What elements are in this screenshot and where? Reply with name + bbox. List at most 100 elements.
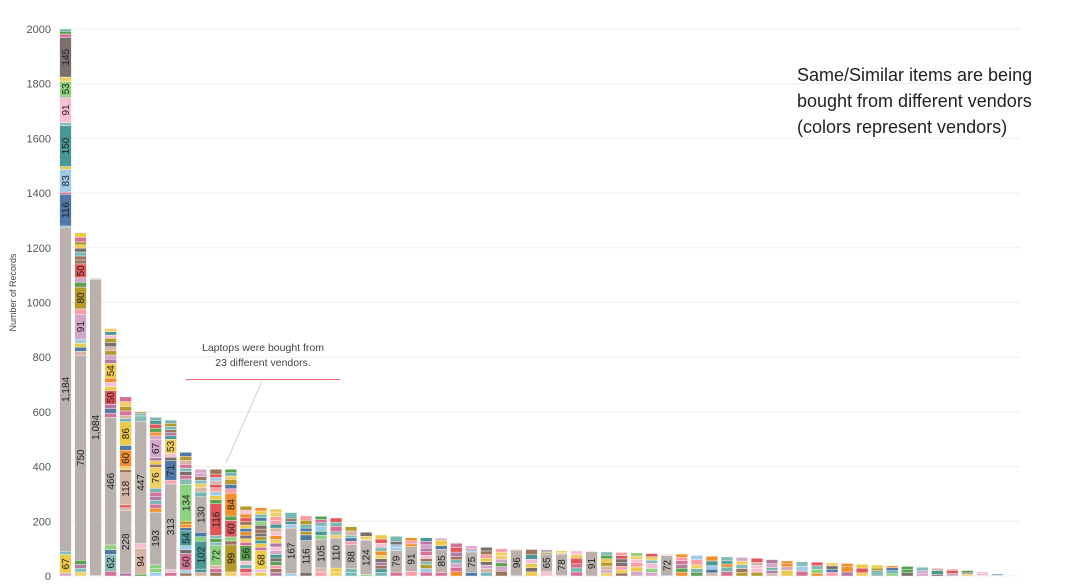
bar-segment — [164, 572, 177, 577]
bar-segment — [916, 570, 929, 574]
bar-segment — [420, 568, 433, 573]
bar-segment — [74, 571, 87, 577]
bar-50 — [795, 561, 809, 577]
bar-29 — [480, 547, 493, 577]
segment-value-label: 68 — [256, 554, 267, 566]
bar-segment — [795, 566, 809, 572]
bar-51 — [811, 562, 824, 577]
segment-value-label: 80 — [76, 292, 87, 304]
bar-segment — [104, 377, 117, 383]
bar-segment — [239, 528, 252, 533]
bar-segment — [420, 555, 433, 559]
bar-38 — [615, 552, 628, 577]
bar-18: 105 — [314, 516, 328, 577]
segment-value-label: 105 — [317, 545, 328, 562]
bar-segment — [239, 509, 252, 515]
bar-segment — [179, 545, 192, 550]
bar-segment — [74, 308, 87, 315]
bar-segment — [209, 469, 222, 475]
bar-segment — [254, 507, 267, 512]
bar-segment — [194, 568, 207, 573]
bar-segment — [420, 541, 433, 545]
bar-segment — [164, 480, 177, 485]
bar-segment — [104, 382, 117, 387]
bar-segment — [269, 508, 283, 513]
bar-segment — [59, 31, 72, 35]
segment-value-label: 79 — [392, 555, 403, 567]
bar-segment — [149, 503, 162, 509]
bar-segment — [811, 569, 824, 574]
bar-segment — [119, 401, 132, 407]
bar-segment — [59, 122, 72, 126]
bar-64 — [1006, 574, 1019, 577]
bar-segment — [360, 536, 373, 540]
bar-segment — [74, 251, 87, 257]
annotation-line-1: Laptops were bought from — [202, 342, 324, 354]
bar-segment — [405, 540, 418, 545]
bar-segment — [495, 558, 508, 564]
bar-segment — [495, 548, 508, 553]
bar-segment — [59, 28, 72, 32]
bar-segment — [931, 570, 944, 575]
segment-value-label: 102 — [196, 546, 207, 563]
bar-segment — [420, 544, 433, 549]
bar-segment — [375, 534, 388, 540]
segment-value-label: 91 — [587, 558, 598, 570]
bar-segment — [675, 557, 688, 561]
bar-segment — [299, 534, 313, 541]
segment-value-label: 83 — [61, 175, 72, 187]
bar-segment — [224, 536, 237, 542]
bar-segment — [314, 567, 328, 573]
bar-segment — [540, 549, 553, 552]
segment-value-label: 124 — [362, 549, 373, 566]
bar-segment — [375, 546, 388, 552]
segment-value-label: 56 — [241, 547, 252, 559]
bar-segment — [314, 522, 328, 527]
bar-segment — [209, 473, 222, 478]
bar-segment — [74, 244, 87, 249]
bar-segment — [525, 563, 538, 568]
bar-segment — [901, 572, 914, 577]
segment-value-label: 88 — [347, 551, 358, 563]
bar-segment — [179, 572, 192, 577]
bar-segment — [104, 571, 117, 577]
bar-segment — [420, 551, 433, 556]
bar-segment — [299, 515, 313, 521]
bar-segment — [420, 561, 433, 566]
bar-segment — [675, 564, 688, 569]
bar-43 — [690, 555, 703, 577]
bar-segment — [795, 570, 809, 577]
y-tick-label: 600 — [33, 407, 51, 419]
bar-segment — [811, 565, 824, 570]
bar-segment — [886, 570, 899, 575]
bar-segment — [74, 241, 87, 246]
bar-11: 72 116 — [209, 469, 222, 577]
bars: 67 1,184 116 83 150 91 53 145 750 91 80 50 1,084 62 46… — [59, 28, 1019, 577]
bar-40 — [645, 553, 658, 577]
bar-segment — [314, 525, 328, 532]
segment-value-label: 72 — [211, 549, 222, 561]
bar-segment — [254, 524, 267, 530]
bar-segment — [720, 560, 733, 565]
bar-segment — [194, 469, 207, 474]
bar-segment — [720, 556, 733, 562]
bar-segment — [134, 413, 147, 417]
bar-1: 67 1,184 116 83 150 91 53 145 — [59, 28, 72, 577]
segment-value-label: 71 — [166, 464, 177, 476]
bar-7: 193 76 67 — [149, 417, 162, 577]
bar-segment — [690, 568, 703, 573]
bar-segment — [104, 342, 117, 347]
bar-segment — [239, 521, 252, 526]
bar-segment — [179, 464, 192, 469]
bar-segment — [239, 517, 252, 522]
bar-segment — [254, 532, 267, 537]
bar-segment — [720, 563, 733, 568]
y-tick-label: 400 — [33, 462, 51, 474]
bar-segment — [269, 546, 283, 551]
bar-segment — [645, 572, 658, 577]
bar-segment — [299, 531, 313, 536]
bar-segment — [164, 457, 177, 461]
bar-segment — [74, 567, 87, 573]
bar-segment — [314, 530, 328, 536]
bar-5: 228 118 60 86 — [119, 396, 132, 577]
